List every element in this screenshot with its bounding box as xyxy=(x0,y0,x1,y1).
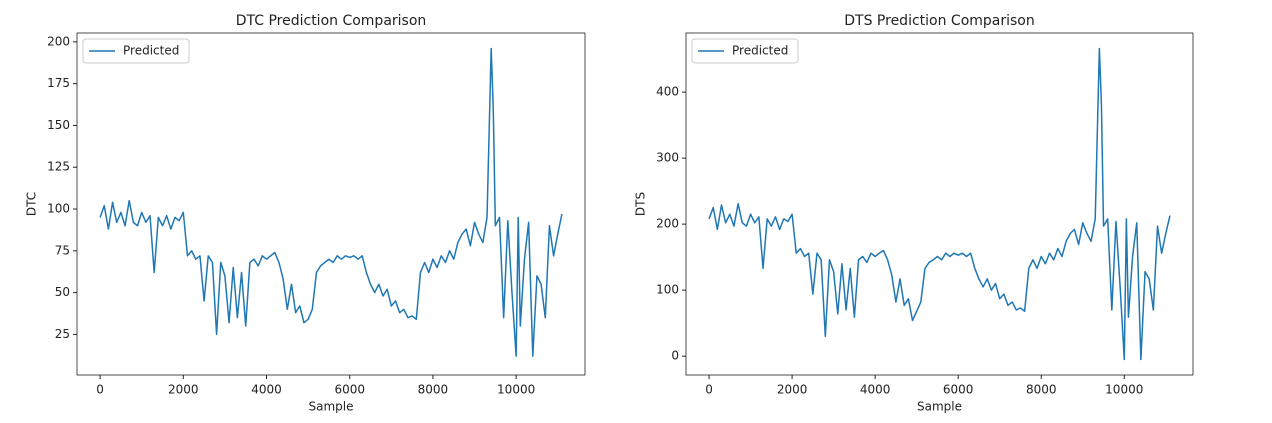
legend-box xyxy=(691,38,799,64)
x-tick-label: 6000 xyxy=(943,383,974,397)
plot-frame xyxy=(685,32,1194,376)
x-tick-label: 2000 xyxy=(168,383,199,397)
y-axis-label: DTC xyxy=(25,192,39,216)
y-tick-label: 200 xyxy=(47,34,70,48)
legend-label: Predicted xyxy=(732,44,788,58)
y-tick-label: 150 xyxy=(47,118,70,132)
legend-label: Predicted xyxy=(123,44,179,58)
y-tick-label: 25 xyxy=(55,327,70,341)
x-tick-label: 4000 xyxy=(251,383,282,397)
x-axis-label: Sample xyxy=(309,400,354,414)
y-tick-label: 175 xyxy=(47,76,70,90)
y-tick-label: 75 xyxy=(55,243,70,257)
legend: Predicted xyxy=(82,38,190,64)
y-tick-label: 100 xyxy=(47,202,70,216)
x-tick-label: 4000 xyxy=(860,383,891,397)
x-tick-label: 6000 xyxy=(334,383,365,397)
chart-title: DTC Prediction Comparison xyxy=(236,13,427,29)
plot-frame xyxy=(76,32,586,376)
y-tick-label: 400 xyxy=(656,85,679,99)
legend: Predicted xyxy=(691,38,799,64)
y-tick-label: 300 xyxy=(656,151,679,165)
y-tick-label: 0 xyxy=(671,349,679,363)
y-axis-label: DTS xyxy=(634,192,648,216)
y-tick-label: 50 xyxy=(55,285,70,299)
legend-box xyxy=(82,38,190,64)
x-tick-label: 0 xyxy=(705,383,713,397)
data-line xyxy=(708,47,1171,361)
chart-title: DTS Prediction Comparison xyxy=(844,13,1035,29)
chart: DTC Prediction Comparison 0 2000 4000 6000 80… xyxy=(25,13,586,414)
x-tick-label: 8000 xyxy=(418,383,449,397)
y-tick-label: 125 xyxy=(47,160,70,174)
x-tick-label: 10000 xyxy=(497,383,535,397)
x-tick-label: 0 xyxy=(96,383,104,397)
x-axis-label: Sample xyxy=(917,400,962,414)
y-tick-label: 200 xyxy=(656,217,679,231)
y-tick-label: 100 xyxy=(656,283,679,297)
x-tick-label: 10000 xyxy=(1105,383,1143,397)
x-tick-label: 8000 xyxy=(1026,383,1057,397)
data-line xyxy=(99,47,563,357)
x-tick-label: 2000 xyxy=(777,383,808,397)
